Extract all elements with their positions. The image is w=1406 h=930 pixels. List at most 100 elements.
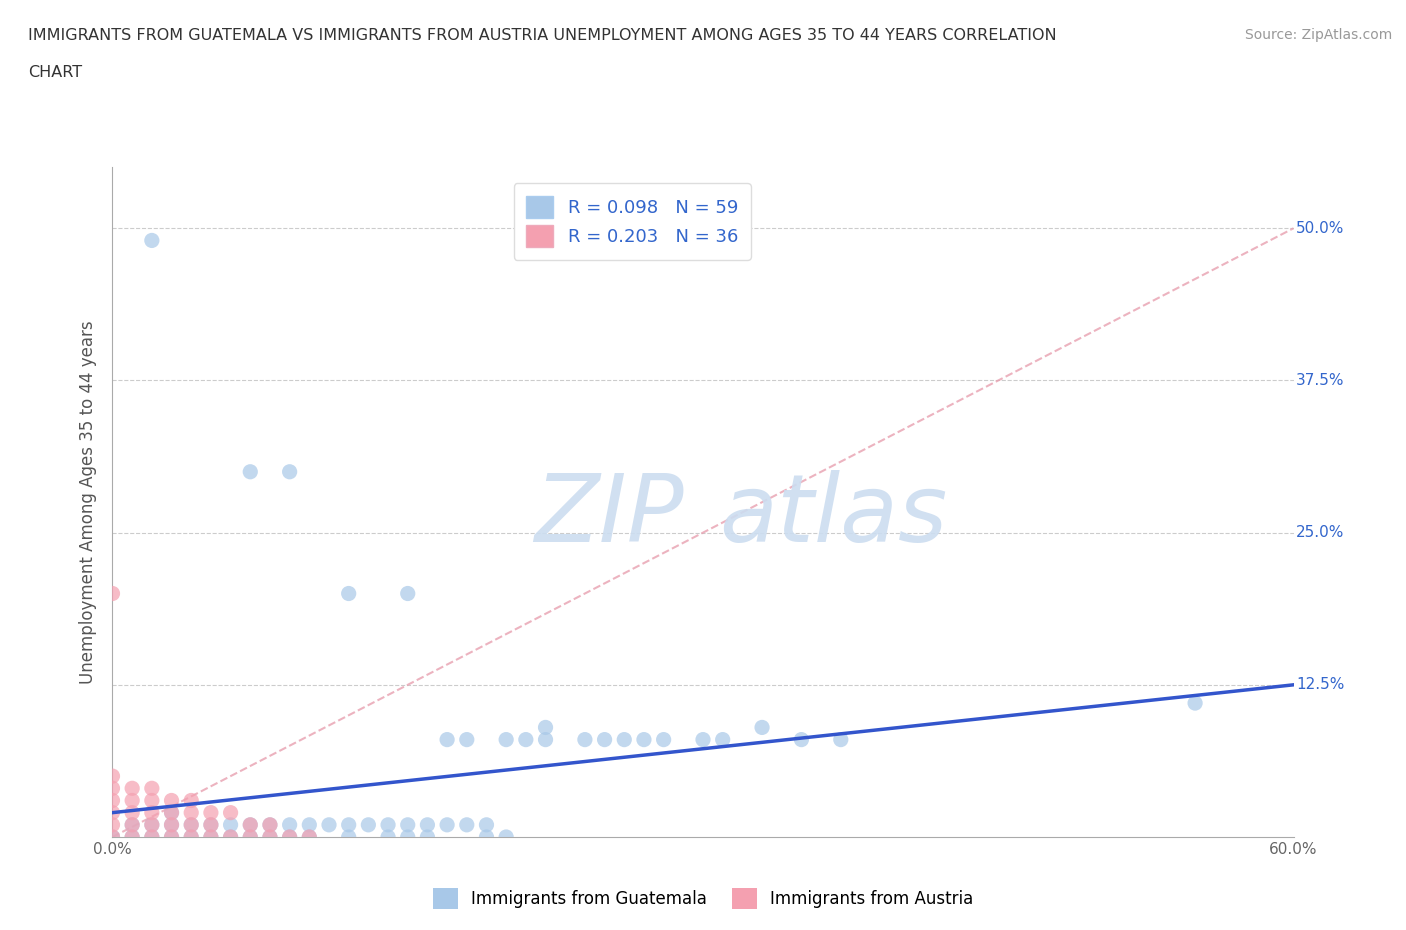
- Text: 37.5%: 37.5%: [1296, 373, 1344, 388]
- Point: [180, 817, 202, 832]
- Point: [259, 817, 281, 832]
- Point: [180, 817, 202, 832]
- Point: [200, 830, 222, 844]
- Point: [219, 830, 242, 844]
- Point: [652, 732, 675, 747]
- Point: [160, 805, 183, 820]
- Point: [160, 830, 183, 844]
- Point: [475, 817, 498, 832]
- Y-axis label: Unemployment Among Ages 35 to 44 years: Unemployment Among Ages 35 to 44 years: [79, 321, 97, 684]
- Text: Source: ZipAtlas.com: Source: ZipAtlas.com: [1244, 28, 1392, 42]
- Point: [200, 817, 222, 832]
- Point: [298, 830, 321, 844]
- Point: [121, 817, 143, 832]
- Text: CHART: CHART: [28, 65, 82, 80]
- Text: 25.0%: 25.0%: [1296, 525, 1344, 540]
- Point: [121, 817, 143, 832]
- Point: [121, 781, 143, 796]
- Point: [534, 720, 557, 735]
- Point: [495, 830, 517, 844]
- Point: [101, 830, 124, 844]
- Point: [456, 817, 478, 832]
- Point: [416, 817, 439, 832]
- Point: [239, 830, 262, 844]
- Point: [239, 464, 262, 479]
- Point: [239, 817, 262, 832]
- Legend: Immigrants from Guatemala, Immigrants from Austria: Immigrants from Guatemala, Immigrants fr…: [425, 880, 981, 917]
- Point: [436, 732, 458, 747]
- Point: [141, 830, 163, 844]
- Point: [180, 793, 202, 808]
- Point: [790, 732, 813, 747]
- Point: [101, 793, 124, 808]
- Point: [436, 817, 458, 832]
- Point: [396, 830, 419, 844]
- Point: [141, 781, 163, 796]
- Point: [259, 817, 281, 832]
- Point: [141, 817, 163, 832]
- Point: [180, 830, 202, 844]
- Point: [456, 732, 478, 747]
- Point: [200, 817, 222, 832]
- Point: [298, 817, 321, 832]
- Point: [692, 732, 714, 747]
- Point: [200, 830, 222, 844]
- Point: [278, 464, 301, 479]
- Point: [121, 830, 143, 844]
- Point: [475, 830, 498, 844]
- Point: [298, 830, 321, 844]
- Point: [574, 732, 596, 747]
- Point: [337, 830, 360, 844]
- Point: [416, 830, 439, 844]
- Point: [357, 817, 380, 832]
- Point: [160, 805, 183, 820]
- Point: [141, 793, 163, 808]
- Point: [593, 732, 616, 747]
- Point: [101, 586, 124, 601]
- Point: [337, 586, 360, 601]
- Point: [160, 830, 183, 844]
- Point: [337, 817, 360, 832]
- Point: [396, 586, 419, 601]
- Point: [141, 233, 163, 248]
- Text: 50.0%: 50.0%: [1296, 220, 1344, 236]
- Point: [377, 817, 399, 832]
- Point: [101, 769, 124, 784]
- Point: [160, 817, 183, 832]
- Point: [396, 817, 419, 832]
- Point: [101, 805, 124, 820]
- Point: [239, 830, 262, 844]
- Point: [141, 805, 163, 820]
- Point: [239, 817, 262, 832]
- Point: [534, 732, 557, 747]
- Text: 12.5%: 12.5%: [1296, 677, 1344, 692]
- Point: [141, 817, 163, 832]
- Point: [1184, 696, 1206, 711]
- Point: [830, 732, 852, 747]
- Point: [141, 830, 163, 844]
- Point: [515, 732, 537, 747]
- Point: [180, 830, 202, 844]
- Text: atlas: atlas: [718, 470, 948, 561]
- Point: [711, 732, 734, 747]
- Point: [160, 817, 183, 832]
- Text: ZIP: ZIP: [534, 470, 683, 561]
- Point: [633, 732, 655, 747]
- Point: [101, 830, 124, 844]
- Point: [180, 805, 202, 820]
- Point: [377, 830, 399, 844]
- Point: [219, 805, 242, 820]
- Point: [121, 793, 143, 808]
- Point: [121, 830, 143, 844]
- Point: [259, 830, 281, 844]
- Point: [200, 805, 222, 820]
- Point: [219, 830, 242, 844]
- Point: [160, 793, 183, 808]
- Point: [278, 830, 301, 844]
- Point: [219, 817, 242, 832]
- Point: [751, 720, 773, 735]
- Point: [259, 830, 281, 844]
- Legend: R = 0.098   N = 59, R = 0.203   N = 36: R = 0.098 N = 59, R = 0.203 N = 36: [513, 183, 751, 259]
- Point: [278, 817, 301, 832]
- Point: [121, 805, 143, 820]
